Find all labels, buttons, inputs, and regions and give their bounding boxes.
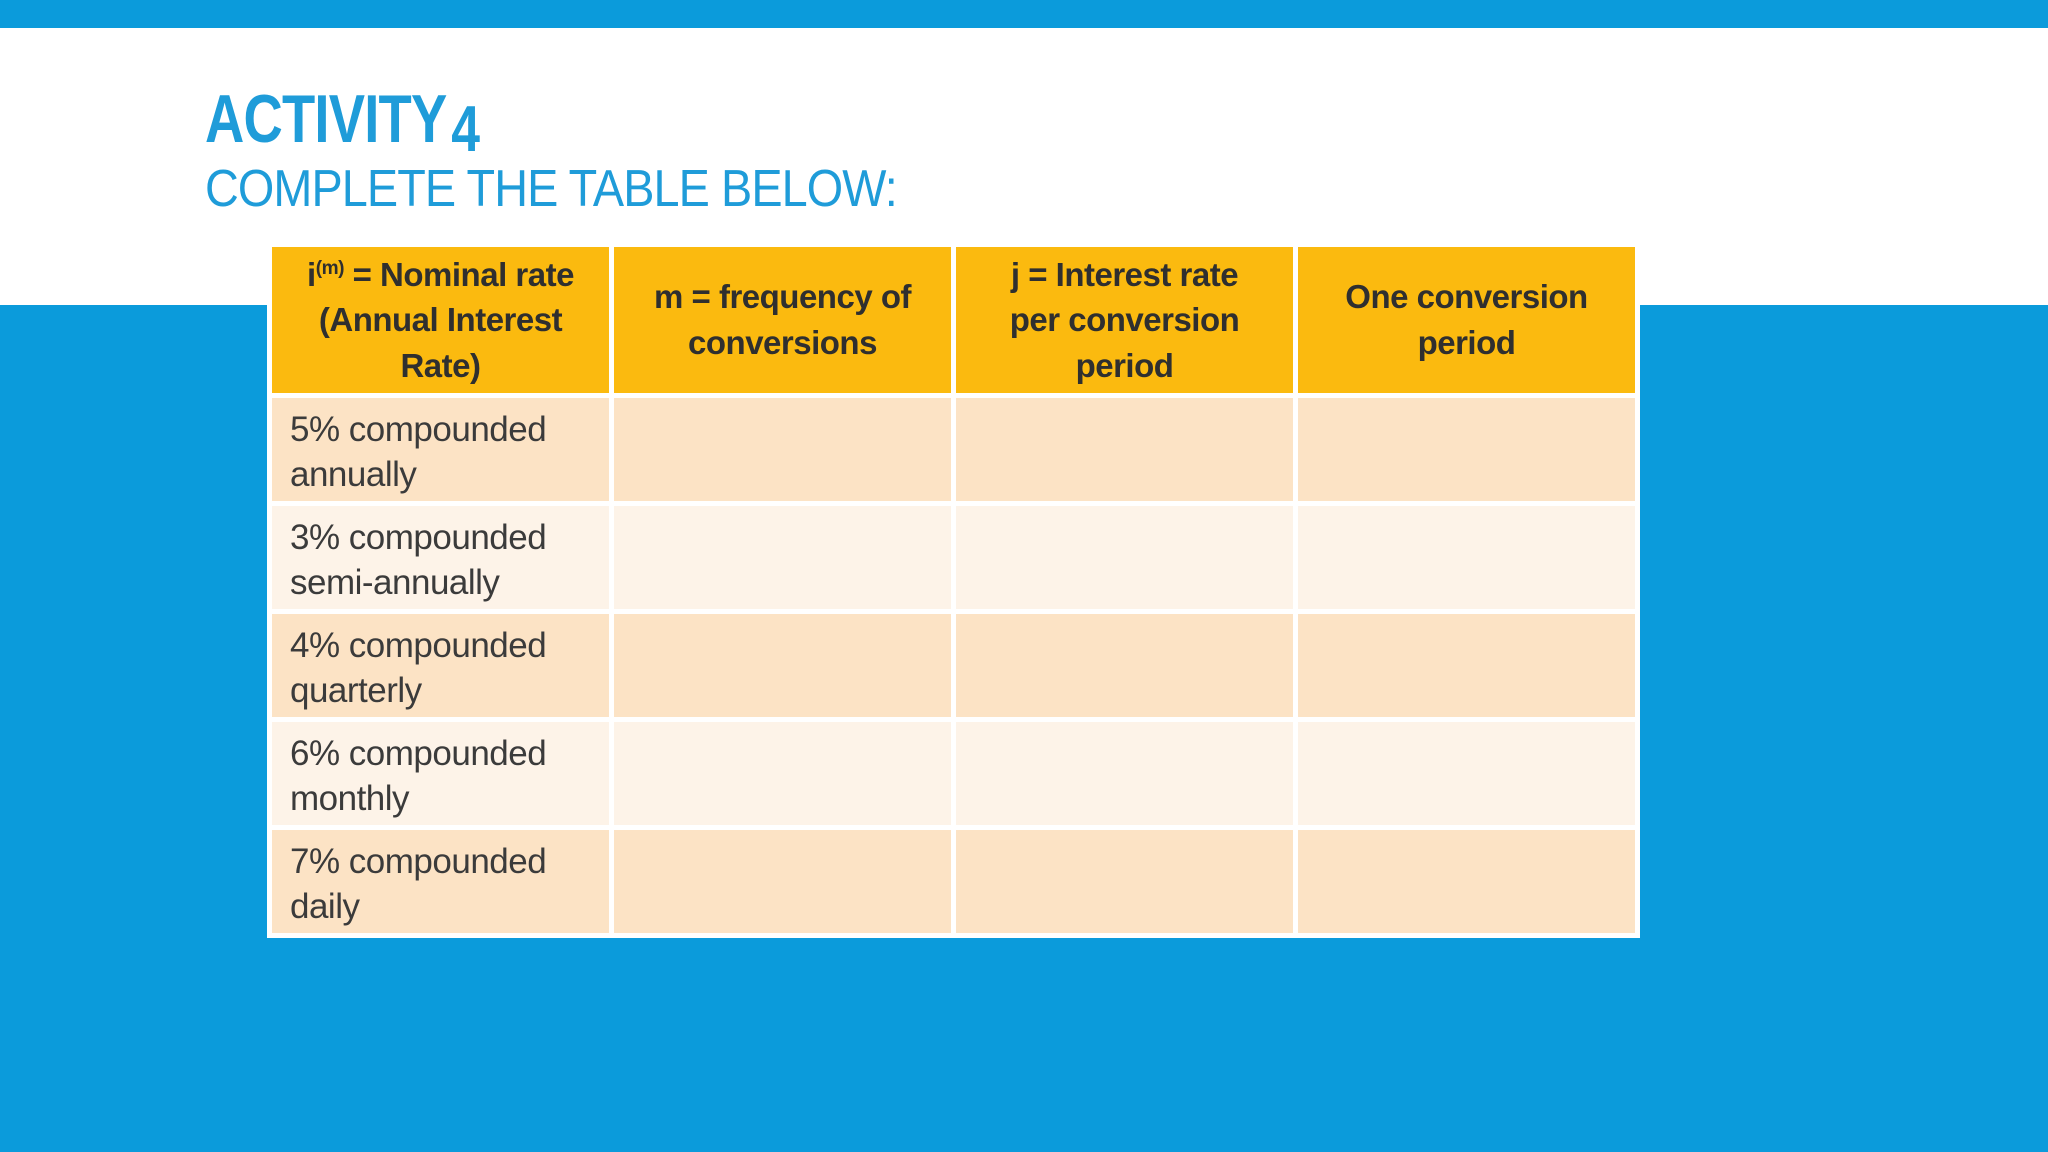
row1-period-cell [1298, 398, 1635, 501]
row2-label-cell: 3% compounded semi-annually [272, 506, 609, 609]
header-cell-interest-per-period: j = Interest rate per conversion period [956, 247, 1293, 393]
header-nominal-superscript: (m) [315, 257, 345, 279]
header-cell-one-conversion-period: One conversion period [1298, 247, 1635, 393]
row3-period-cell [1298, 614, 1635, 717]
row5-interest-cell [956, 830, 1293, 933]
header-cell-nominal-rate: i(m) = Nominal rate (Annual Interest Rat… [272, 247, 609, 393]
header-cell-frequency: m = frequency of conversions [614, 247, 951, 393]
row2-frequency-cell [614, 506, 951, 609]
row5-period-cell [1298, 830, 1635, 933]
header-nominal-text: = Nominal rate (Annual Interest Rate) [318, 255, 575, 384]
row2-period-cell [1298, 506, 1635, 609]
page-subtitle: COMPLETE THE TABLE BELOW: [205, 160, 898, 218]
page-title-text: ACTIVITY [205, 81, 447, 157]
title-block: ACTIVITY4 COMPLETE THE TABLE BELOW: [205, 84, 974, 217]
row1-interest-cell [956, 398, 1293, 501]
row3-frequency-cell [614, 614, 951, 717]
activity-table: i(m) = Nominal rate (Annual Interest Rat… [267, 242, 1640, 938]
row4-label-cell: 6% compounded monthly [272, 722, 609, 825]
row5-frequency-cell [614, 830, 951, 933]
row4-period-cell [1298, 722, 1635, 825]
row3-label-cell: 4% compounded quarterly [272, 614, 609, 717]
row1-frequency-cell [614, 398, 951, 501]
header-nominal-prefix: i [307, 255, 316, 293]
row1-label-cell: 5% compounded annually [272, 398, 609, 501]
page-title: ACTIVITY4 [205, 81, 820, 164]
page-title-number: 4 [451, 93, 480, 165]
row5-label-cell: 7% compounded daily [272, 830, 609, 933]
row3-interest-cell [956, 614, 1293, 717]
top-accent-strip [0, 0, 2048, 28]
row2-interest-cell [956, 506, 1293, 609]
row4-interest-cell [956, 722, 1293, 825]
row4-frequency-cell [614, 722, 951, 825]
